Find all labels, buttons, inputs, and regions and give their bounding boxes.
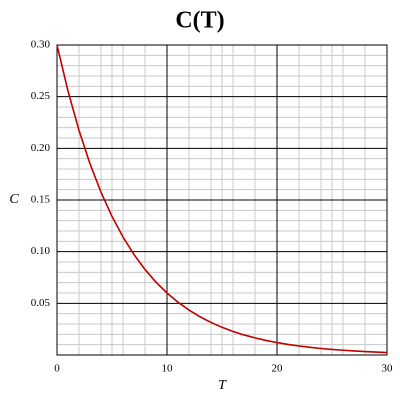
y-tick-label: 0.15 <box>31 194 51 206</box>
y-tick-label: 0.10 <box>31 245 51 257</box>
chart-title: C(T) <box>175 8 224 34</box>
y-tick-label: 0.05 <box>31 297 51 309</box>
x-tick-label: 30 <box>382 363 394 375</box>
data-line <box>56 44 388 354</box>
x-tick-label: 20 <box>272 363 284 375</box>
x-tick-label: 10 <box>162 363 174 375</box>
plot-frame <box>56 44 388 356</box>
y-tick-label: 0.20 <box>31 142 51 154</box>
y-tick-label: 0.30 <box>31 39 51 51</box>
y-tick-label: 0.25 <box>31 90 51 102</box>
x-axis-label: T <box>218 378 227 393</box>
x-tick-label: 0 <box>54 363 60 375</box>
y-axis-label: C <box>9 192 19 207</box>
